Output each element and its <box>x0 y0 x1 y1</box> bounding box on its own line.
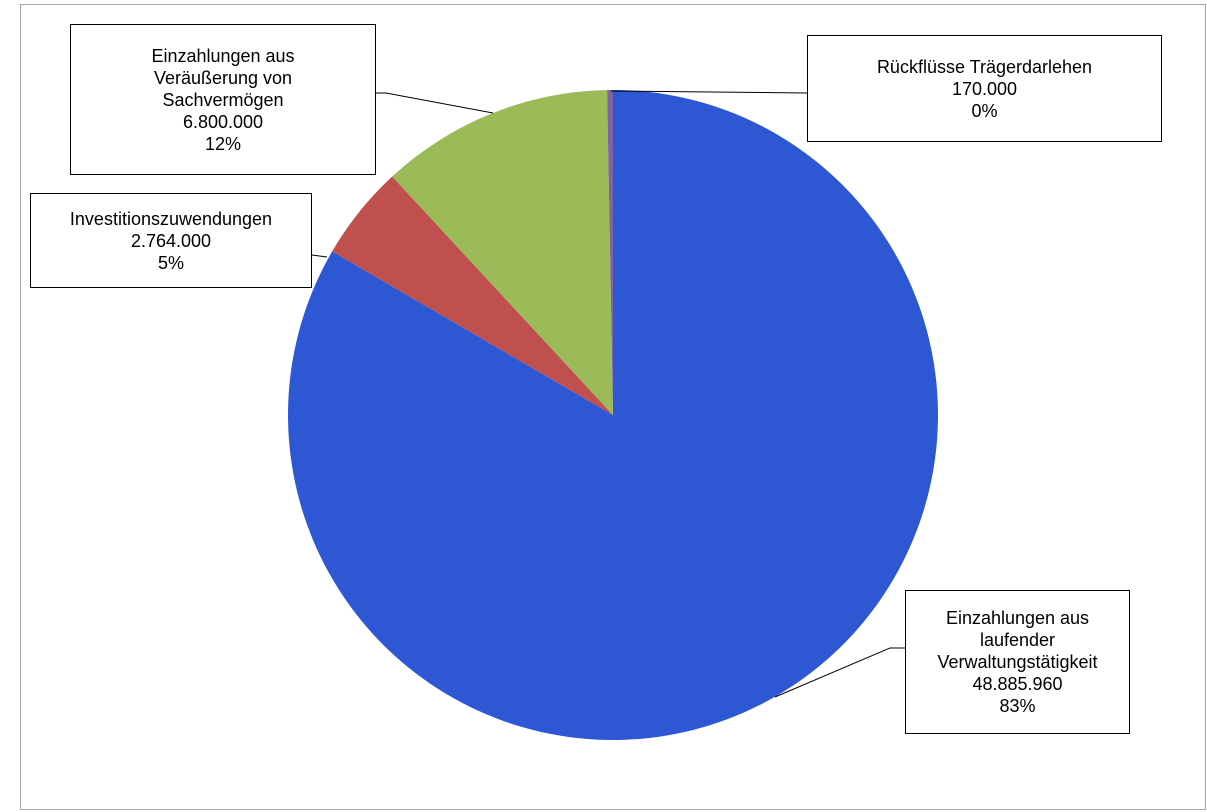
leader-line <box>774 647 905 698</box>
label-name-line: Rückflüsse Trägerdarlehen <box>876 56 1093 77</box>
label-name-line: Verwaltungstätigkeit <box>937 652 1098 672</box>
label-name-line: Veräußerung von <box>153 67 293 88</box>
data-label-investitionszuwendungen: Investitionszuwendungen 2.764.000 5% <box>30 193 312 288</box>
data-label-veraeusserung-sachvermoegen: Einzahlungen aus Veräußerung von Sachver… <box>70 24 376 175</box>
leader-line <box>610 90 808 94</box>
label-percent: 5% <box>157 252 184 273</box>
slice-veraeusserung-sachvermoegen <box>392 90 613 415</box>
label-percent: 83% <box>999 696 1036 716</box>
label-name-line: Einzahlungen aus <box>945 608 1090 628</box>
slice-investitionszuwendungen <box>332 176 613 415</box>
label-percent: 12% <box>204 133 242 154</box>
label-percent: 0% <box>971 100 998 121</box>
data-label-laufende-verwaltung: Einzahlungen aus laufender Verwaltungstä… <box>905 590 1130 734</box>
leader-line <box>311 254 328 258</box>
slice-rueckfluesse-traegerdarlehen <box>607 90 613 415</box>
label-name-line: laufender <box>979 630 1056 650</box>
label-name-line: Investitionszuwendungen <box>69 208 273 229</box>
leader-line <box>376 92 494 114</box>
label-value: 170.000 <box>951 78 1018 99</box>
label-name-line: Einzahlungen aus <box>151 45 295 66</box>
label-value: 6.800.000 <box>182 111 264 132</box>
data-label-rueckfluesse-traegerdarlehen: Rückflüsse Trägerdarlehen 170.000 0% <box>807 35 1162 142</box>
label-name-line: Sachvermögen <box>162 89 284 110</box>
label-value: 48.885.960 <box>972 674 1063 694</box>
label-value: 2.764.000 <box>130 230 212 251</box>
